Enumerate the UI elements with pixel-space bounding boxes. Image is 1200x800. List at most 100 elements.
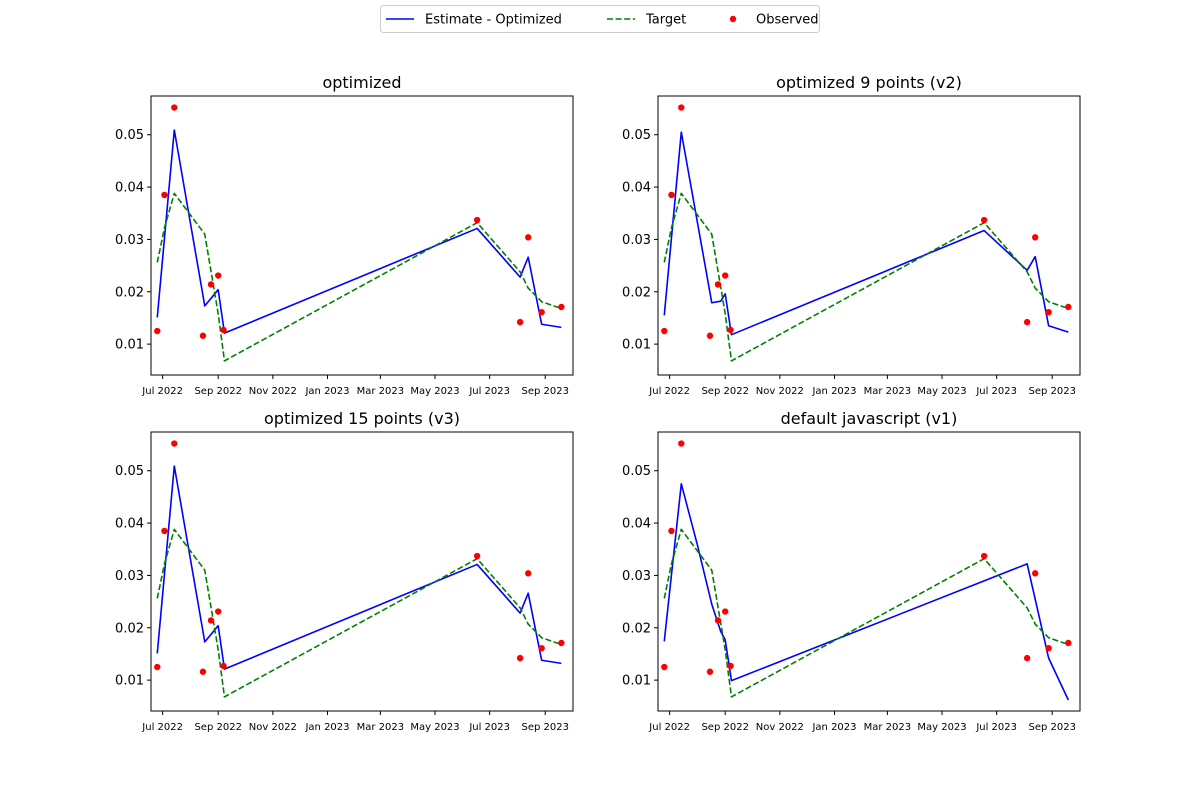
x-tick-label: Sep 2022 bbox=[701, 722, 748, 733]
y-tick-label: 0.02 bbox=[622, 285, 651, 300]
plot-area bbox=[661, 440, 1072, 701]
y-tick-label: 0.01 bbox=[115, 674, 144, 689]
observed-point bbox=[214, 272, 222, 279]
y-tick-label: 0.01 bbox=[622, 338, 651, 353]
estimate-optimized-line bbox=[156, 465, 562, 670]
observed-point bbox=[1045, 644, 1052, 652]
panel-2: optimized 9 points (v2) 0.01 0.02 0.03 0.04 0… bbox=[622, 73, 1081, 397]
observed-point bbox=[714, 617, 722, 624]
x-tick-label: Sep 2023 bbox=[1028, 722, 1075, 733]
observed-point bbox=[727, 662, 734, 670]
estimate-optimized-line bbox=[663, 483, 1070, 701]
observed-point bbox=[558, 303, 565, 311]
x-tick-label: May 2023 bbox=[410, 722, 459, 733]
observed-point bbox=[1032, 570, 1039, 577]
target-line bbox=[663, 192, 1069, 362]
y-tick-label: 0.05 bbox=[115, 128, 144, 143]
x-tick-label: Jul 2022 bbox=[141, 386, 183, 397]
observed-point bbox=[661, 327, 668, 335]
plot-area bbox=[661, 104, 1072, 362]
x-tick-label: Sep 2022 bbox=[701, 386, 748, 397]
observed-point bbox=[220, 662, 227, 670]
y-tick-label: 0.01 bbox=[622, 674, 651, 689]
observed-point bbox=[161, 191, 168, 199]
axes-frame bbox=[150, 95, 574, 376]
y-tick-label: 0.05 bbox=[622, 464, 651, 479]
target-line bbox=[156, 528, 562, 698]
x-tick-label: Jan 2023 bbox=[811, 722, 856, 733]
observed-point bbox=[706, 668, 714, 675]
legend-frame bbox=[380, 5, 820, 33]
y-tick-label: 0.02 bbox=[115, 285, 144, 300]
x-tick-label: Jul 2022 bbox=[141, 722, 183, 733]
observed-point bbox=[1032, 234, 1039, 241]
x-tick-label: Jul 2023 bbox=[975, 386, 1017, 397]
y-tick-label: 0.02 bbox=[622, 621, 651, 636]
x-tick-label: Mar 2023 bbox=[357, 386, 405, 397]
observed-point bbox=[199, 332, 207, 339]
x-tick-label: Nov 2022 bbox=[756, 722, 804, 733]
x-tick-label: May 2023 bbox=[917, 722, 966, 733]
observed-point bbox=[1065, 303, 1072, 311]
legend-label: Observed bbox=[756, 13, 819, 28]
plot-area bbox=[154, 440, 565, 698]
observed-point bbox=[980, 552, 988, 560]
y-tick-label: 0.05 bbox=[115, 464, 144, 479]
observed-point bbox=[171, 104, 178, 111]
x-tick-label: Sep 2023 bbox=[1028, 386, 1075, 397]
x-tick-label: Sep 2023 bbox=[521, 722, 568, 733]
axes-frame bbox=[657, 95, 1081, 376]
observed-point bbox=[1045, 308, 1052, 316]
observed-point bbox=[473, 216, 481, 224]
observed-point bbox=[525, 570, 532, 577]
observed-point bbox=[980, 216, 988, 224]
target-line bbox=[663, 528, 1069, 698]
observed-point bbox=[171, 440, 178, 447]
observed-point bbox=[1065, 639, 1072, 647]
target-line bbox=[156, 192, 562, 362]
x-tick-label: Jul 2023 bbox=[468, 722, 510, 733]
x-tick-label: Jul 2023 bbox=[468, 386, 510, 397]
legend-marker-observed bbox=[729, 15, 737, 23]
observed-point bbox=[538, 644, 545, 652]
observed-point bbox=[678, 104, 685, 111]
x-tick-label: Nov 2022 bbox=[249, 386, 297, 397]
observed-point bbox=[525, 234, 532, 241]
y-tick-label: 0.03 bbox=[115, 569, 144, 584]
observed-point bbox=[678, 440, 685, 447]
observed-point bbox=[207, 617, 215, 624]
x-tick-label: Jul 2022 bbox=[648, 386, 690, 397]
y-tick-label: 0.04 bbox=[622, 181, 651, 196]
x-tick-label: Sep 2022 bbox=[194, 386, 241, 397]
x-tick-label: Mar 2023 bbox=[357, 722, 405, 733]
panels: optimized 0.01 0.02 0.03 0.04 0.05 Jul 2022 Sep… bbox=[115, 73, 1081, 733]
observed-point bbox=[214, 608, 222, 615]
estimate-optimized-line bbox=[663, 131, 1069, 336]
y-tick-label: 0.05 bbox=[622, 128, 651, 143]
x-tick-label: Jan 2023 bbox=[304, 386, 349, 397]
observed-point bbox=[220, 326, 227, 334]
legend: Estimate - Optimized Target Observed bbox=[380, 5, 820, 33]
observed-point bbox=[558, 639, 565, 647]
y-tick-label: 0.01 bbox=[115, 338, 144, 353]
panel-title: default javascript (v1) bbox=[781, 409, 958, 428]
observed-point bbox=[473, 552, 481, 560]
x-tick-label: May 2023 bbox=[917, 386, 966, 397]
x-tick-label: Sep 2022 bbox=[194, 722, 241, 733]
legend-label: Estimate - Optimized bbox=[425, 13, 562, 28]
observed-point bbox=[516, 318, 524, 326]
x-tick-label: Jul 2022 bbox=[648, 722, 690, 733]
panel-4: default javascript (v1) 0.01 0.02 0.03 0.04 0… bbox=[622, 409, 1081, 733]
estimate-optimized-line bbox=[156, 129, 562, 334]
x-tick-label: Mar 2023 bbox=[864, 722, 912, 733]
panel-3: optimized 15 points (v3) 0.01 0.02 0.03 0.04… bbox=[115, 409, 574, 733]
observed-point bbox=[161, 527, 168, 535]
observed-point bbox=[706, 332, 714, 339]
observed-point bbox=[721, 272, 729, 279]
y-tick-label: 0.04 bbox=[115, 181, 144, 196]
x-tick-label: May 2023 bbox=[410, 386, 459, 397]
observed-point bbox=[516, 654, 524, 662]
y-tick-label: 0.03 bbox=[115, 233, 144, 248]
